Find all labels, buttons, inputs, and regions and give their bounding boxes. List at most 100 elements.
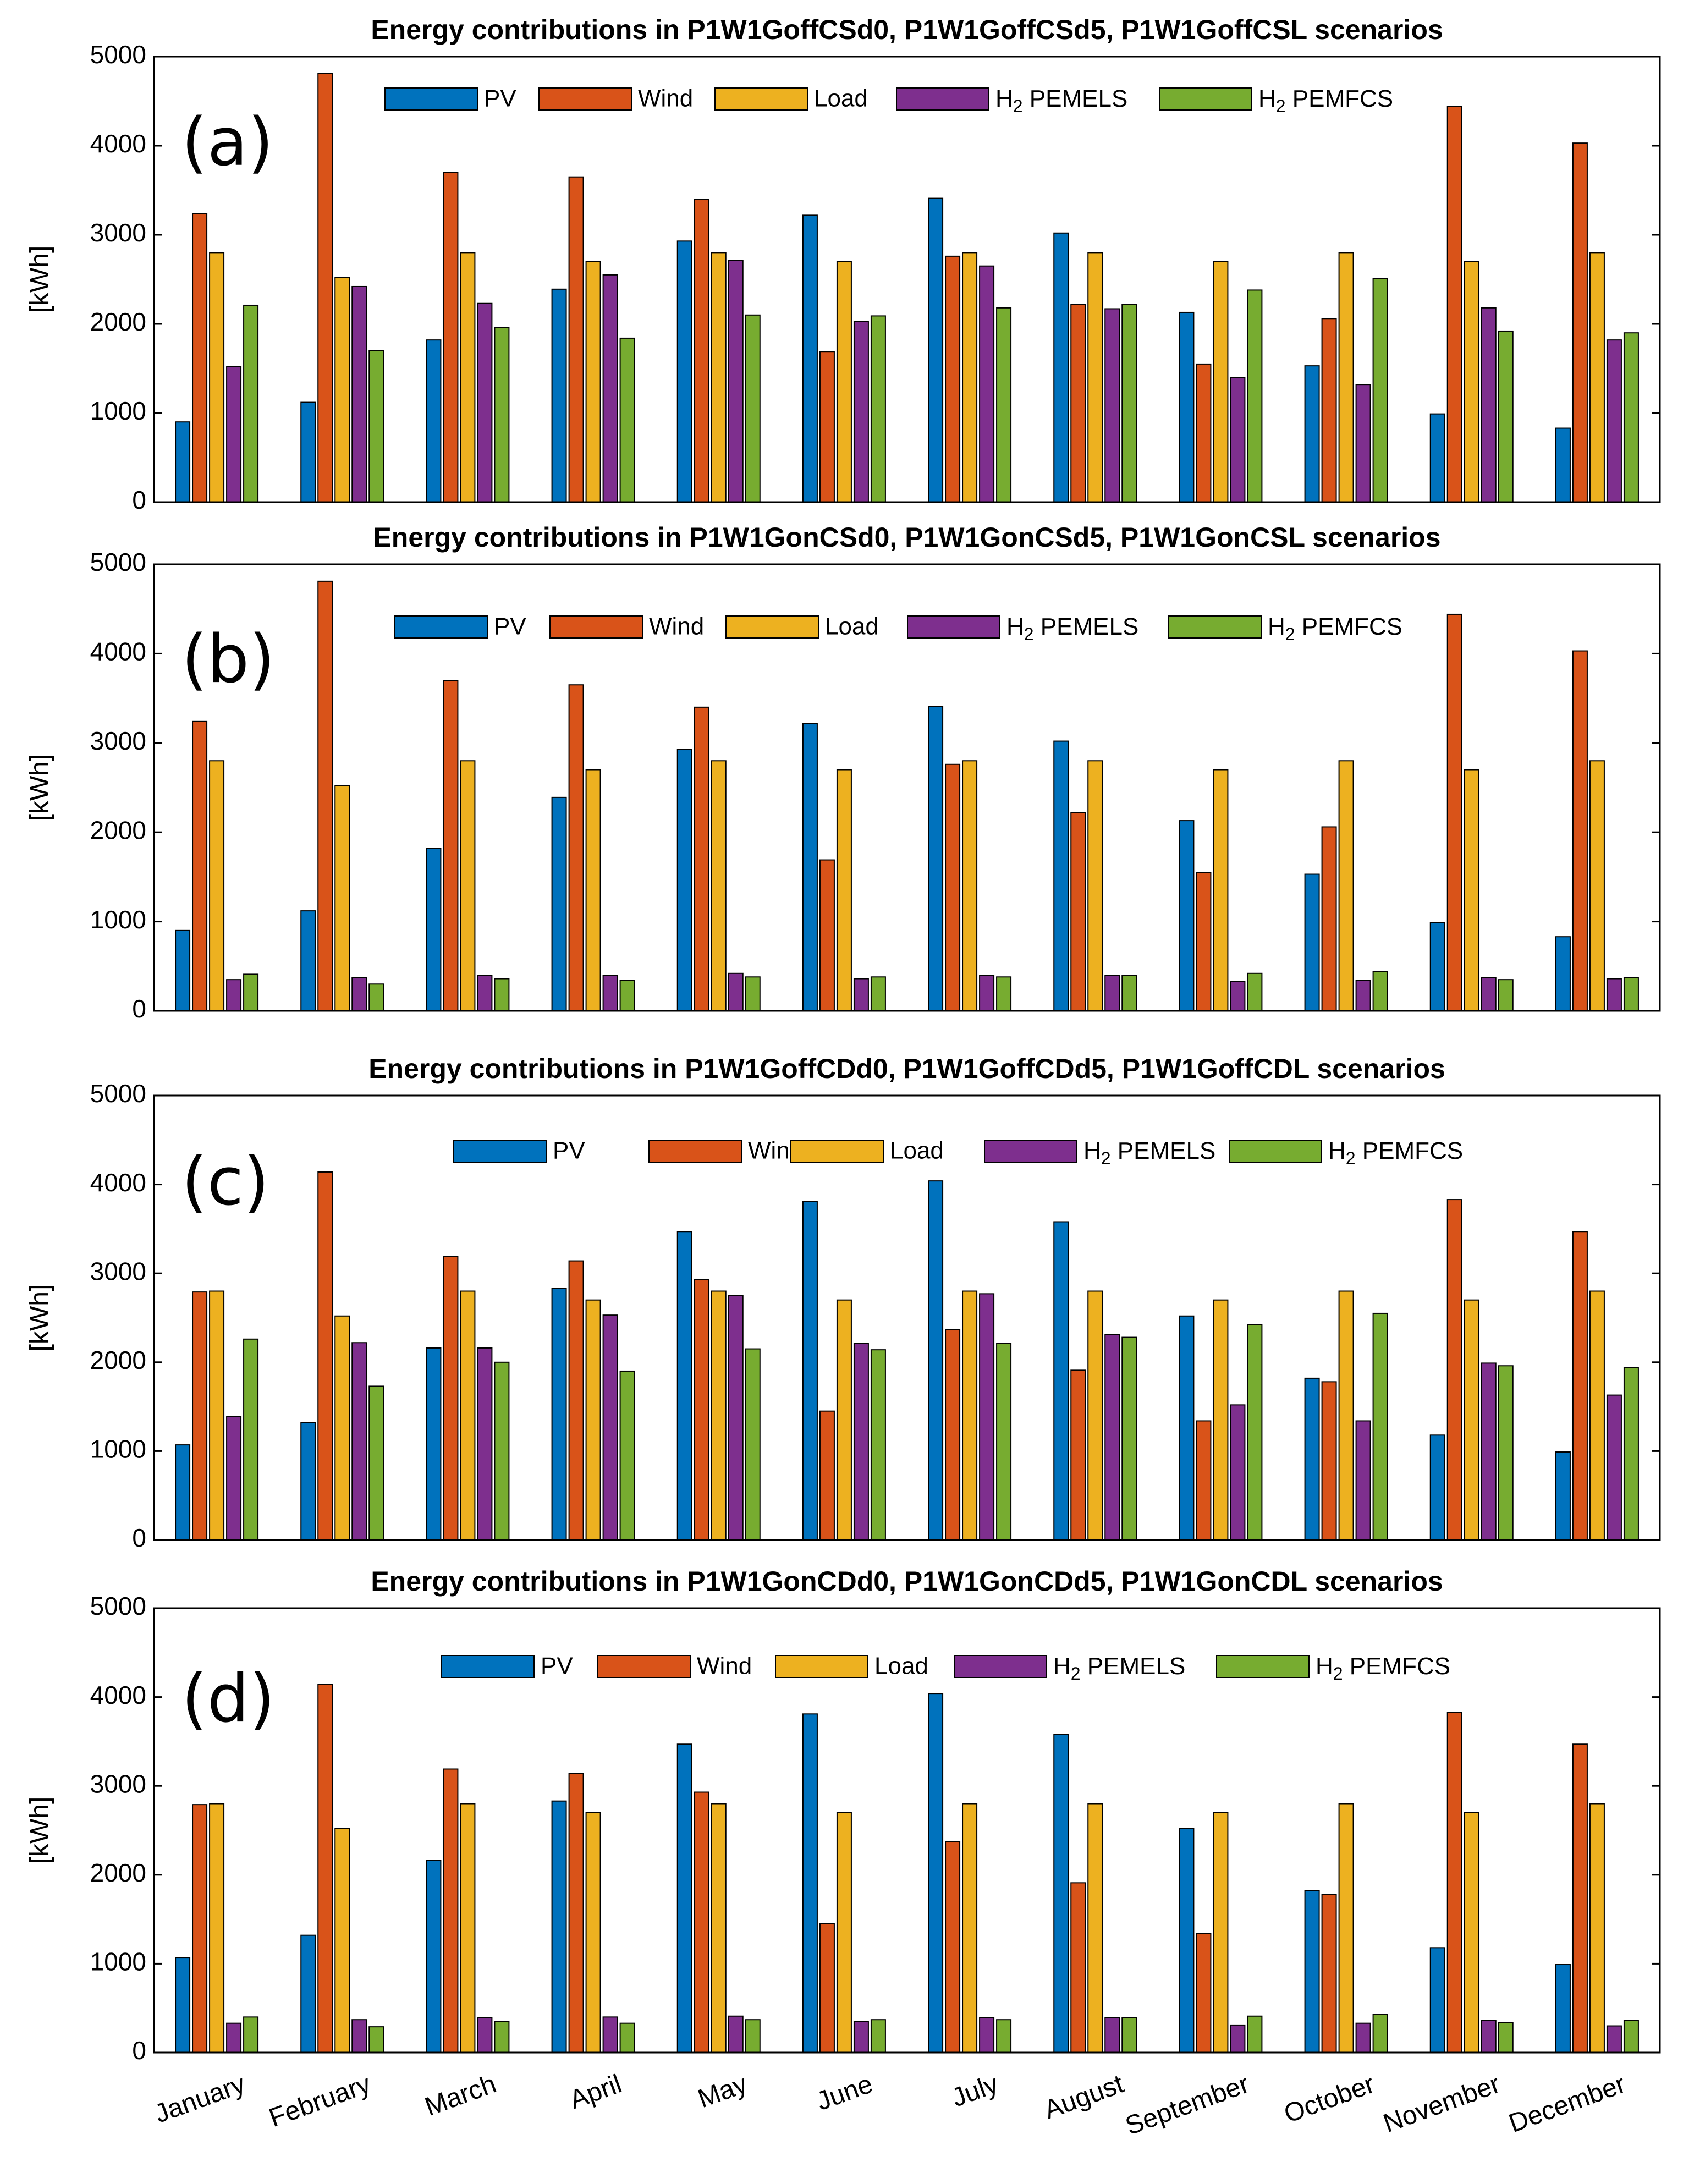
bar-wind-december bbox=[1572, 1743, 1588, 2054]
legend-label-pv: PV bbox=[553, 1137, 585, 1164]
bar-h2-pemels-january bbox=[226, 1416, 242, 1541]
y-tick-label: 5000 bbox=[90, 1592, 146, 1620]
bar-pv-october bbox=[1304, 365, 1320, 503]
bar-wind-november bbox=[1446, 1199, 1462, 1541]
bar-h2-pemels-december bbox=[1606, 2025, 1622, 2054]
legend-label-pv: PV bbox=[494, 613, 526, 640]
chart-title: Energy contributions in P1W1GonCDd0, P1W… bbox=[371, 1566, 1443, 1597]
bar-h2-pemels-august bbox=[1104, 2017, 1120, 2054]
bar-h2-pemels-june bbox=[853, 2021, 869, 2053]
bar-load-september bbox=[1213, 1299, 1229, 1541]
y-axis-label: [kWh] bbox=[25, 1797, 54, 1864]
y-tick-label: 4000 bbox=[90, 1681, 146, 1709]
bar-pv-december bbox=[1555, 936, 1571, 1012]
y-tick-label: 2000 bbox=[90, 816, 146, 844]
bar-wind-july bbox=[945, 255, 961, 503]
bar-wind-april bbox=[568, 1773, 584, 2053]
bar-wind-november bbox=[1446, 613, 1462, 1011]
x-tick-label-october: October bbox=[1280, 2070, 1379, 2129]
bar-h2-pemels-october bbox=[1355, 980, 1371, 1012]
bar-pv-march bbox=[426, 1860, 442, 2054]
bar-h2-pemfcs-may bbox=[745, 976, 761, 1011]
bar-h2-pemfcs-april bbox=[619, 980, 635, 1012]
bar-h2-pemfcs-february bbox=[368, 2026, 384, 2053]
bar-pv-april bbox=[551, 1288, 567, 1541]
bar-pv-march bbox=[426, 339, 442, 503]
bar-wind-august bbox=[1070, 1369, 1086, 1541]
bar-pv-december bbox=[1555, 427, 1571, 503]
bar-wind-september bbox=[1196, 363, 1212, 503]
x-tick-label-march: March bbox=[421, 2070, 500, 2122]
bar-h2-pemfcs-november bbox=[1498, 330, 1514, 503]
bar-wind-august bbox=[1070, 304, 1086, 503]
y-tick-label: 0 bbox=[132, 1523, 146, 1552]
bar-h2-pemfcs-october bbox=[1372, 1312, 1388, 1541]
bar-h2-pemfcs-november bbox=[1498, 1365, 1514, 1541]
bar-load-september bbox=[1213, 769, 1229, 1012]
bar-wind-july bbox=[945, 1841, 961, 2054]
bar-h2-pemfcs-april bbox=[619, 337, 635, 503]
bar-wind-october bbox=[1321, 826, 1337, 1012]
y-tick-label: 1000 bbox=[90, 905, 146, 934]
bar-h2-pemels-february bbox=[351, 977, 367, 1011]
bar-h2-pemfcs-august bbox=[1121, 2017, 1137, 2054]
bar-wind-october bbox=[1321, 1894, 1337, 2054]
bar-load-september bbox=[1213, 1812, 1229, 2053]
bar-h2-pemfcs-june bbox=[870, 315, 886, 503]
bar-wind-january bbox=[192, 1804, 208, 2053]
bar-pv-february bbox=[300, 1422, 316, 1541]
bar-load-february bbox=[334, 785, 350, 1011]
bar-load-december bbox=[1589, 1290, 1605, 1541]
bar-h2-pemels-february bbox=[351, 1342, 367, 1541]
bar-pv-april bbox=[551, 1800, 567, 2054]
legend-swatch-wind bbox=[597, 1655, 691, 1678]
bar-h2-pemfcs-june bbox=[870, 976, 886, 1011]
bar-pv-november bbox=[1429, 922, 1445, 1011]
chart-panel-b: Energy contributions in P1W1GonCSd0, P1W… bbox=[25, 522, 1661, 1023]
bar-h2-pemfcs-may bbox=[745, 2019, 761, 2054]
bar-wind-january bbox=[192, 1291, 208, 1541]
bar-h2-pemfcs-april bbox=[619, 1370, 635, 1541]
y-tick-label: 5000 bbox=[90, 548, 146, 576]
plot-area-border bbox=[153, 563, 1661, 1012]
plot-area-border bbox=[153, 56, 1661, 503]
bar-wind-march bbox=[443, 1768, 459, 2054]
bar-load-october bbox=[1338, 252, 1354, 503]
bar-load-january bbox=[209, 1290, 225, 1541]
bar-wind-july bbox=[945, 763, 961, 1011]
bar-pv-february bbox=[300, 910, 316, 1012]
bar-h2-pemfcs-august bbox=[1121, 1336, 1137, 1541]
legend-label-h2-pemfcs: H2 PEMFCS bbox=[1268, 613, 1402, 645]
bar-h2-pemels-september bbox=[1230, 1404, 1246, 1541]
bar-h2-pemfcs-july bbox=[996, 1343, 1012, 1541]
bar-load-december bbox=[1589, 760, 1605, 1012]
chart-title: Energy contributions in P1W1GoffCDd0, P1… bbox=[368, 1053, 1445, 1084]
bar-wind-january bbox=[192, 720, 208, 1011]
y-tick-label: 3000 bbox=[90, 1769, 146, 1798]
bar-h2-pemels-march bbox=[477, 2017, 493, 2054]
bar-h2-pemfcs-january bbox=[243, 973, 259, 1012]
bar-wind-june bbox=[819, 1410, 835, 1541]
bar-load-february bbox=[334, 1828, 350, 2054]
bar-pv-july bbox=[928, 197, 944, 503]
bar-pv-june bbox=[802, 723, 818, 1011]
bar-wind-december bbox=[1572, 1231, 1588, 1541]
legend-swatch-load bbox=[725, 615, 819, 639]
bar-h2-pemels-march bbox=[477, 975, 493, 1012]
bar-pv-november bbox=[1429, 1947, 1445, 2054]
bar-load-november bbox=[1464, 261, 1479, 503]
legend-swatch-pv bbox=[394, 615, 488, 639]
bar-h2-pemfcs-may bbox=[745, 1348, 761, 1541]
y-tick-label: 4000 bbox=[90, 637, 146, 666]
bar-h2-pemfcs-december bbox=[1623, 1367, 1639, 1541]
bar-h2-pemfcs-march bbox=[494, 978, 510, 1012]
bar-load-august bbox=[1087, 1803, 1103, 2054]
chart-title: Energy contributions in P1W1GonCSd0, P1W… bbox=[373, 522, 1440, 553]
bar-h2-pemels-june bbox=[853, 978, 869, 1012]
bar-wind-november bbox=[1446, 106, 1462, 503]
bar-h2-pemels-august bbox=[1104, 1334, 1120, 1541]
bar-load-october bbox=[1338, 760, 1354, 1012]
bar-pv-april bbox=[551, 288, 567, 503]
panel-label: (c) bbox=[181, 1144, 269, 1220]
bar-h2-pemfcs-july bbox=[996, 2019, 1012, 2054]
